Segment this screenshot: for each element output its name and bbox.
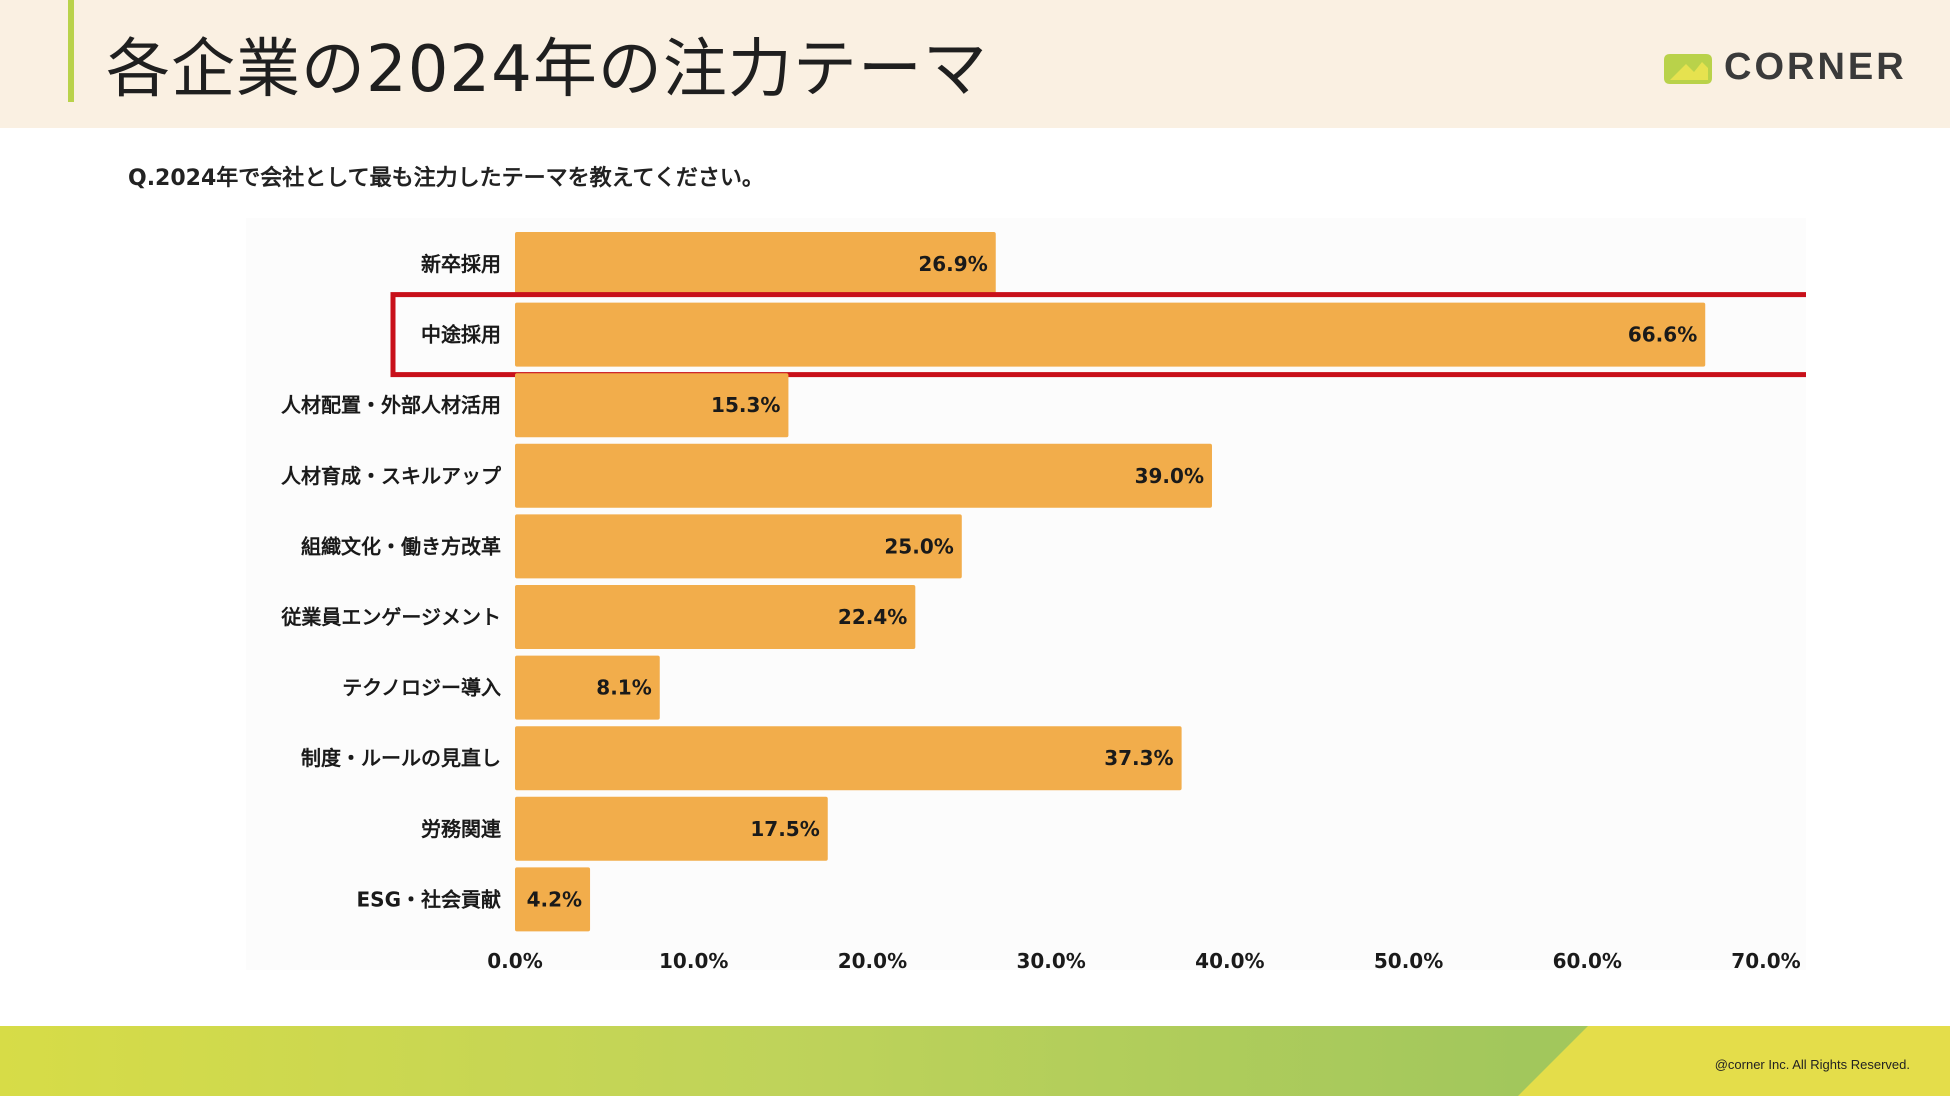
category-label-1: 中途採用	[421, 323, 501, 347]
bar-2	[515, 373, 789, 438]
category-label-4: 組織文化・働き方改革	[301, 534, 501, 558]
value-label-8: 17.5%	[750, 817, 819, 841]
bar-4	[515, 514, 962, 579]
value-label-3: 39.0%	[1135, 464, 1204, 488]
bar-5	[515, 585, 916, 649]
chart-area: 新卒採用 26.9% 中途採用 66.6% 人材配置・外部人材活用 15.3% 人材育成・ス…	[246, 218, 1806, 970]
bar-3	[515, 443, 1212, 508]
category-label-9: ESG・社会貢献	[357, 887, 501, 911]
category-label-5: 従業員エンゲージメント	[280, 605, 501, 629]
value-label-9: 4.2%	[527, 887, 582, 911]
value-label-5: 22.4%	[838, 605, 907, 629]
x-tick-label-1: 10.0%	[659, 949, 728, 970]
category-label-7: 制度・ルールの見直し	[301, 746, 501, 770]
page-title: 各企業の2024年の注力テーマ	[106, 33, 988, 107]
x-tick-label-4: 40.0%	[1195, 949, 1264, 970]
bar-6	[515, 655, 660, 720]
bar-7	[515, 726, 1182, 791]
x-tick-label-6: 60.0%	[1553, 949, 1622, 970]
x-tick-label-7: 70.0%	[1731, 949, 1800, 970]
bar-chart: 新卒採用 26.9% 中途採用 66.6% 人材配置・外部人材活用 15.3% 人材育成・ス…	[280, 232, 1806, 970]
footer-band: @corner Inc. All Rights Reserved.	[0, 1026, 1950, 1096]
x-tick-label-0: 0.0%	[487, 949, 542, 970]
x-tick-label-2: 20.0%	[838, 949, 907, 970]
value-label-7: 37.3%	[1104, 746, 1173, 770]
logo-text: CORNER	[1724, 46, 1907, 88]
survey-question: Q.2024年で会社として最も注力したテーマを教えてください。	[128, 166, 764, 191]
value-label-6: 8.1%	[596, 676, 651, 700]
header-band: 各企業の2024年の注力テーマ CORNER	[0, 0, 1950, 128]
value-label-4: 25.0%	[884, 534, 953, 558]
corner-logo: CORNER	[1660, 46, 1904, 90]
copyright-text: @corner Inc. All Rights Reserved.	[1714, 1057, 1910, 1072]
category-label-2: 人材配置・外部人材活用	[281, 393, 501, 417]
value-label-2: 15.3%	[711, 393, 780, 417]
category-label-0: 新卒採用	[421, 252, 501, 276]
category-label-8: 労務関連	[421, 817, 502, 841]
x-tick-label-5: 50.0%	[1374, 949, 1443, 970]
x-tick-label-3: 30.0%	[1016, 949, 1085, 970]
value-label-0: 26.9%	[918, 252, 987, 276]
category-label-6: テクノロジー導入	[342, 676, 501, 700]
highlight-box	[390, 292, 1806, 378]
bar-0	[515, 232, 996, 296]
footer-decoration	[1518, 1026, 1950, 1096]
header-accent-bar	[68, 0, 74, 102]
bar-8	[515, 796, 828, 861]
value-label-1: 66.6%	[1628, 323, 1697, 347]
category-label-3: 人材育成・スキルアップ	[281, 464, 502, 488]
bar-1	[515, 302, 1706, 367]
bar-9	[515, 867, 591, 932]
logo-mark-icon	[1664, 54, 1712, 84]
